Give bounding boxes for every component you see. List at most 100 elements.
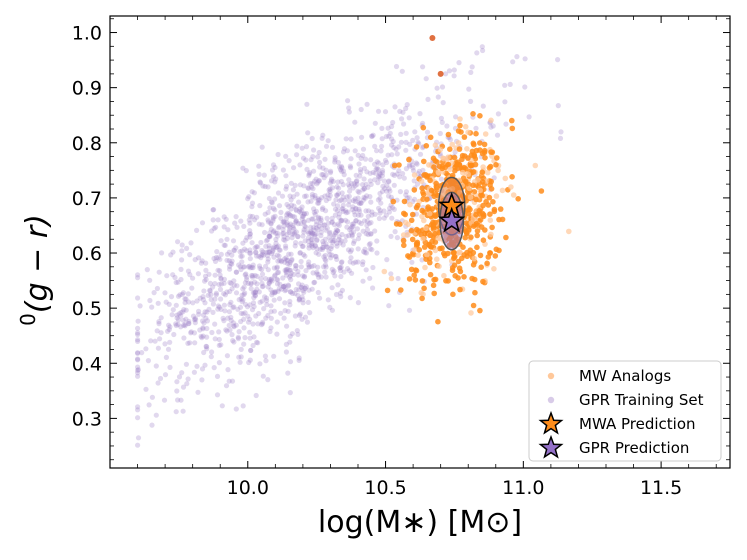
gpr-training-point	[272, 179, 278, 185]
gpr-training-point	[300, 213, 306, 219]
gpr-training-point	[297, 250, 303, 256]
gpr-training-point	[266, 243, 272, 249]
gpr-training-point	[210, 309, 216, 315]
gpr-training-point	[380, 183, 386, 189]
gpr-training-point	[346, 198, 352, 204]
gpr-training-point	[327, 170, 334, 176]
gpr-training-point	[268, 276, 275, 282]
gpr-training-point	[194, 227, 200, 233]
y-axis-label-group: 0(g − r)	[16, 214, 55, 326]
gpr-training-point	[451, 73, 457, 79]
gpr-training-point	[338, 163, 344, 170]
gpr-training-point	[175, 317, 182, 323]
gpr-training-point	[146, 402, 152, 408]
mw-analog-point	[426, 162, 432, 168]
gpr-training-point	[295, 234, 301, 240]
gpr-training-point	[376, 173, 382, 179]
gpr-training-point	[360, 146, 367, 152]
gpr-training-point	[281, 223, 287, 229]
gpr-training-point	[249, 189, 255, 195]
gpr-training-point	[244, 274, 250, 280]
legend-label: MW Analogs	[579, 367, 671, 385]
gpr-training-point	[191, 369, 197, 375]
gpr-training-point	[345, 266, 351, 272]
mw-analog-point	[431, 290, 438, 297]
gpr-training-point	[312, 195, 318, 201]
gpr-training-point	[247, 234, 253, 240]
gpr-training-point	[400, 171, 406, 177]
gpr-training-point	[186, 299, 192, 305]
gpr-training-point	[386, 186, 392, 192]
gpr-training-point	[256, 221, 262, 227]
gpr-training-point	[312, 211, 318, 218]
gpr-training-point	[319, 206, 325, 212]
gpr-training-point	[282, 259, 288, 265]
gpr-training-point	[364, 222, 370, 229]
gpr-training-point	[158, 315, 164, 321]
gpr-training-point	[368, 157, 374, 163]
gpr-training-point	[346, 105, 352, 111]
gpr-training-point	[247, 335, 253, 341]
gpr-training-point	[322, 193, 328, 199]
gpr-training-point	[288, 267, 294, 273]
mw-analog-point	[459, 169, 466, 176]
gpr-training-point	[279, 286, 285, 292]
mw-analog-point	[482, 147, 488, 154]
gpr-training-point	[326, 195, 332, 202]
gpr-training-point	[259, 266, 265, 273]
gpr-training-point	[269, 251, 275, 257]
gpr-training-point	[224, 353, 230, 359]
gpr-training-point	[283, 153, 289, 159]
gpr-training-point	[299, 294, 305, 300]
gpr-training-point	[337, 265, 343, 271]
gpr-training-point	[376, 160, 382, 166]
gpr-training-point	[342, 238, 348, 244]
gpr-training-point	[479, 44, 485, 50]
gpr-training-point	[229, 252, 235, 258]
mw-analog-point	[428, 187, 435, 194]
gpr-training-point	[268, 220, 274, 226]
gpr-training-point	[338, 294, 344, 300]
gpr-training-point	[275, 225, 282, 231]
gpr-training-point	[390, 171, 396, 177]
gpr-training-point	[231, 248, 237, 254]
gpr-training-point	[382, 186, 388, 192]
gpr-training-point	[276, 247, 282, 253]
gpr-training-point	[377, 170, 383, 176]
gpr-training-point	[367, 241, 373, 247]
gpr-training-point	[300, 213, 306, 220]
mw-analog-point	[488, 186, 495, 192]
gpr-training-point	[278, 259, 284, 265]
gpr-training-point	[364, 101, 370, 107]
gpr-training-point	[297, 182, 303, 188]
gpr-training-point	[197, 295, 203, 301]
gpr-training-point	[312, 279, 318, 285]
gpr-training-point	[155, 345, 161, 351]
gpr-training-point	[275, 269, 282, 275]
gpr-training-point	[224, 328, 230, 334]
gpr-training-point	[301, 183, 307, 189]
gpr-training-point	[233, 245, 239, 251]
gpr-training-point	[388, 194, 394, 200]
gpr-training-point	[239, 253, 245, 259]
gpr-training-point	[232, 220, 238, 226]
gpr-training-point	[271, 297, 277, 303]
gpr-training-point	[283, 243, 289, 249]
gpr-training-point	[237, 249, 243, 255]
gpr-training-point	[181, 322, 187, 328]
gpr-training-point	[270, 290, 276, 296]
gpr-training-point	[305, 199, 311, 205]
gpr-training-point	[336, 236, 342, 243]
gpr-training-point	[183, 307, 189, 313]
gpr-training-point	[216, 336, 222, 343]
gpr-training-point	[156, 321, 162, 327]
gpr-training-point	[342, 197, 348, 203]
gpr-training-point	[257, 180, 263, 186]
gpr-training-point	[368, 231, 374, 237]
gpr-training-point	[257, 299, 263, 305]
gpr-training-point	[303, 193, 309, 199]
gpr-training-point	[336, 211, 342, 217]
mw-analog-point	[495, 167, 501, 174]
gpr-training-point	[311, 209, 317, 215]
mw-analog-point	[471, 152, 477, 158]
